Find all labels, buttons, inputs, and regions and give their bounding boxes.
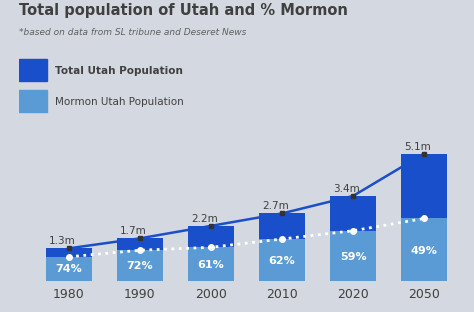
Text: 5.1m: 5.1m xyxy=(404,142,431,152)
Bar xyxy=(259,239,305,281)
Text: 74%: 74% xyxy=(55,264,82,274)
Text: 1.7m: 1.7m xyxy=(120,227,146,236)
Text: 62%: 62% xyxy=(269,256,295,266)
Bar xyxy=(46,248,92,257)
FancyBboxPatch shape xyxy=(19,59,47,81)
Bar xyxy=(401,154,447,218)
Bar xyxy=(46,257,92,281)
Bar xyxy=(117,238,163,250)
Bar xyxy=(117,250,163,281)
Bar xyxy=(188,226,234,247)
Text: Total Utah Population: Total Utah Population xyxy=(55,66,182,76)
Text: 72%: 72% xyxy=(127,261,153,271)
Bar xyxy=(330,231,376,281)
Text: Mormon Utah Population: Mormon Utah Population xyxy=(55,97,183,107)
Bar xyxy=(330,196,376,231)
Bar xyxy=(188,247,234,281)
Text: 49%: 49% xyxy=(411,246,438,256)
Text: 3.4m: 3.4m xyxy=(333,184,360,194)
Text: 1.3m: 1.3m xyxy=(49,236,75,246)
Text: Total population of Utah and % Mormon: Total population of Utah and % Mormon xyxy=(19,3,348,18)
Text: 2.2m: 2.2m xyxy=(191,214,218,224)
Text: 59%: 59% xyxy=(340,252,366,262)
Bar xyxy=(401,218,447,281)
Bar xyxy=(259,213,305,239)
Text: 2.7m: 2.7m xyxy=(262,202,289,212)
Text: 61%: 61% xyxy=(198,260,224,270)
Text: *based on data from SL tribune and Deseret News: *based on data from SL tribune and Deser… xyxy=(19,28,246,37)
FancyBboxPatch shape xyxy=(19,90,47,112)
